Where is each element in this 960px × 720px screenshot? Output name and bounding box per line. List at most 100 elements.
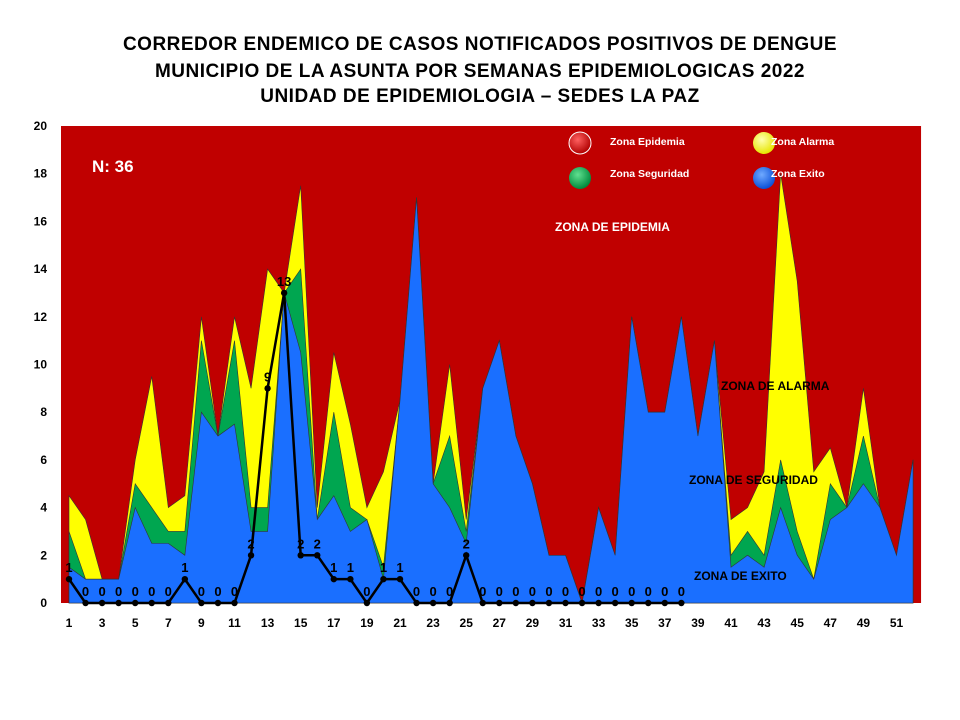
x-tick-label: 47 xyxy=(824,616,838,630)
casos-point xyxy=(132,599,139,607)
x-tick-label: 45 xyxy=(791,616,805,630)
x-tick-label: 13 xyxy=(261,616,275,630)
legend-label-alarma: Zona Alarma xyxy=(771,136,834,148)
casos-data-label: 9 xyxy=(264,369,271,384)
zona-seguridad-label: ZONA DE SEGURIDAD xyxy=(689,473,818,487)
casos-point xyxy=(82,599,89,607)
casos-data-label: 0 xyxy=(645,584,652,599)
casos-data-label: 0 xyxy=(363,584,370,599)
chart-title-line-1: CORREDOR ENDEMICO DE CASOS NOTIFICADOS P… xyxy=(122,34,838,55)
casos-data-label: 0 xyxy=(529,584,536,599)
x-tick-label: 1 xyxy=(66,616,73,630)
casos-point xyxy=(297,552,304,559)
casos-point xyxy=(512,599,520,607)
x-tick-label: 19 xyxy=(360,616,374,630)
y-tick-label: 16 xyxy=(34,214,48,228)
y-tick-label: 18 xyxy=(34,167,48,181)
casos-point xyxy=(578,599,586,607)
casos-point xyxy=(98,599,106,607)
casos-point xyxy=(165,599,172,607)
y-tick-label: 4 xyxy=(40,501,47,515)
x-tick-label: 7 xyxy=(165,616,172,630)
casos-point xyxy=(198,599,205,607)
chart-title-line-3: UNIDAD DE EPIDEMIOLOGIA – SEDES LA PAZ xyxy=(260,86,700,107)
x-axis-ticks: 1 3 5 7 9 11 13 15 17 19 21 23 25 27 29 31 33 35 37 39 41 43 4… xyxy=(66,616,904,630)
casos-data-label: 0 xyxy=(429,584,436,599)
casos-data-label: 0 xyxy=(479,584,486,599)
casos-data-label: 0 xyxy=(628,584,635,599)
casos-data-label: 2 xyxy=(314,536,321,551)
y-tick-label: 20 xyxy=(34,119,48,133)
casos-data-label: 2 xyxy=(247,536,254,551)
casos-point xyxy=(314,552,321,559)
casos-point xyxy=(65,575,73,583)
casos-point xyxy=(463,552,470,559)
x-tick-label: 29 xyxy=(526,616,540,630)
x-tick-label: 27 xyxy=(493,616,507,630)
y-axis-ticks: 0 2 4 6 8 10 12 14 16 18 20 xyxy=(34,119,48,610)
casos-data-label: 0 xyxy=(562,584,569,599)
casos-point xyxy=(214,599,222,607)
casos-point xyxy=(115,599,122,607)
casos-point xyxy=(628,599,635,607)
casos-data-label: 2 xyxy=(297,536,304,551)
chart-title-line-2: MUNICIPIO DE LA ASUNTA POR SEMANAS EPIDE… xyxy=(154,61,805,82)
casos-point xyxy=(678,599,685,607)
casos-point xyxy=(429,599,437,607)
casos-data-label: 0 xyxy=(198,584,205,599)
zona-alarma-label: ZONA DE ALARMA xyxy=(721,379,830,393)
casos-point xyxy=(545,599,553,607)
casos-point xyxy=(330,575,337,583)
casos-point xyxy=(148,599,155,607)
casos-point xyxy=(396,575,404,583)
zona-epidemia-label: ZONA DE EPIDEMIA xyxy=(555,220,670,234)
x-tick-label: 31 xyxy=(559,616,573,630)
casos-data-label: 0 xyxy=(165,584,172,599)
y-tick-label: 6 xyxy=(40,453,47,467)
casos-data-label: 1 xyxy=(181,560,188,575)
x-tick-label: 3 xyxy=(99,616,106,630)
x-tick-label: 17 xyxy=(327,616,341,630)
x-tick-label: 21 xyxy=(393,616,407,630)
x-tick-label: 41 xyxy=(724,616,738,630)
x-tick-label: 11 xyxy=(228,616,241,630)
x-tick-label: 9 xyxy=(198,616,205,630)
casos-data-label: 0 xyxy=(678,584,685,599)
legend-swatch-alarma xyxy=(753,132,775,154)
casos-data-label: 0 xyxy=(115,584,122,599)
x-tick-label: 51 xyxy=(890,616,904,630)
casos-data-label: 0 xyxy=(132,584,139,599)
casos-point xyxy=(181,575,189,583)
casos-data-label: 0 xyxy=(231,584,238,599)
casos-data-label: 2 xyxy=(463,536,470,551)
casos-point xyxy=(363,599,371,607)
casos-data-label: 1 xyxy=(330,560,337,575)
zone-areas xyxy=(61,126,922,605)
casos-point xyxy=(661,599,668,607)
casos-point xyxy=(645,599,652,607)
casos-data-label: 0 xyxy=(661,584,668,599)
x-tick-label: 25 xyxy=(460,616,474,630)
y-tick-label: 14 xyxy=(34,262,48,276)
legend-swatch-exito xyxy=(753,167,775,189)
x-tick-label: 33 xyxy=(592,616,606,630)
casos-data-label: 0 xyxy=(545,584,552,599)
casos-point xyxy=(611,599,619,607)
casos-data-label: 13 xyxy=(277,274,291,289)
x-tick-label: 23 xyxy=(426,616,440,630)
casos-data-label: 1 xyxy=(65,560,72,575)
legend-label-epidemia: Zona Epidemia xyxy=(610,136,685,148)
casos-data-label: 0 xyxy=(496,584,503,599)
x-tick-label: 35 xyxy=(625,616,639,630)
legend-swatch-seguridad xyxy=(569,167,591,189)
x-tick-label: 43 xyxy=(757,616,771,630)
legend: Zona Epidemia Zona Alarma Zona Seguridad… xyxy=(568,131,834,189)
zona-exito-label: ZONA DE EXITO xyxy=(694,569,787,583)
casos-point xyxy=(264,385,271,392)
y-tick-label: 2 xyxy=(40,548,47,562)
casos-point xyxy=(231,599,238,607)
casos-data-label: 0 xyxy=(148,584,155,599)
x-tick-label: 5 xyxy=(132,616,139,630)
